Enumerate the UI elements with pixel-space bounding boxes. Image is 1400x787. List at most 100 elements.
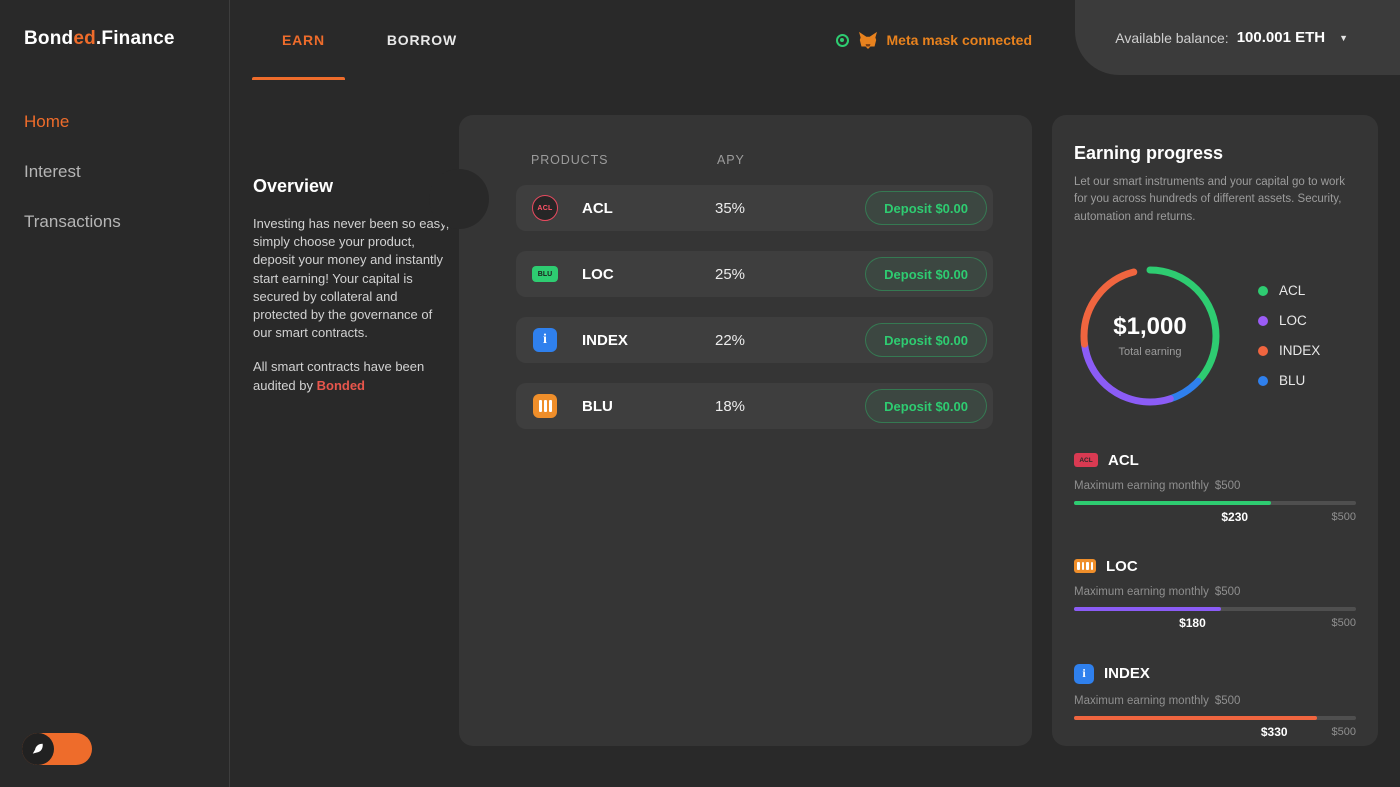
chat-launcher-button[interactable] bbox=[22, 733, 92, 765]
table-row-blu: BLU 18% Deposit $0.00 bbox=[516, 383, 993, 429]
balance-panel: Available balance: 100.001 ETH ▼ bbox=[1075, 0, 1400, 75]
tab-borrow[interactable]: BORROW bbox=[386, 32, 457, 48]
audit-note: All smart contracts have been audited by… bbox=[253, 358, 451, 394]
wallet-connection-status[interactable]: Meta mask connected bbox=[835, 0, 1033, 80]
table-row-loc: BLU LOC 25% Deposit $0.00 bbox=[516, 251, 993, 297]
progress-current-value: $230 bbox=[1221, 509, 1249, 524]
progress-item-loc: LOC Maximum earning monthly $500 $180 $5… bbox=[1074, 558, 1356, 635]
wallet-status-text: Meta mask connected bbox=[886, 32, 1033, 48]
progress-fill bbox=[1074, 715, 1317, 720]
progress-max-line: Maximum earning monthly $500 bbox=[1074, 695, 1356, 707]
max-earning-value: $500 bbox=[1214, 479, 1241, 492]
legend-label: ACL bbox=[1279, 283, 1306, 299]
legend-label: LOC bbox=[1279, 313, 1307, 329]
legend-dot-acl bbox=[1258, 285, 1268, 296]
products-table-header: PRODUCTS APY bbox=[459, 115, 1032, 167]
sidebar-item-home[interactable]: Home bbox=[24, 112, 70, 131]
legend-dot-loc bbox=[1258, 315, 1268, 326]
deposit-button-index[interactable]: Deposit $0.00 bbox=[865, 323, 987, 357]
acl-badge-icon: ACL bbox=[532, 195, 558, 221]
brand-accent: ed bbox=[73, 28, 96, 49]
legend-label: INDEX bbox=[1279, 343, 1321, 359]
topbar-tabs: EARN BORROW bbox=[282, 0, 457, 80]
progress-list: ACL ACL Maximum earning monthly $500 $23… bbox=[1074, 452, 1356, 744]
product-name: BLU bbox=[582, 397, 613, 415]
progress-current-value: $330 bbox=[1260, 724, 1288, 739]
donut-legend: ACL LOC INDEX BLU bbox=[1258, 283, 1320, 388]
max-earning-label: Maximum earning monthly bbox=[1074, 694, 1209, 707]
legend-item-loc: LOC bbox=[1258, 313, 1320, 328]
brand-prefix: Bond bbox=[24, 28, 74, 49]
progress-bar-index: $330 $500 bbox=[1074, 715, 1356, 744]
product-apy: 35% bbox=[715, 199, 746, 217]
donut-section: $1,000 Total earning ACL LOC INDEX BLU bbox=[1074, 260, 1356, 412]
sidebar-item-transactions[interactable]: Transactions bbox=[24, 212, 121, 231]
products-table: ACL ACL 35% Deposit $0.00 BLU LOC 25% De… bbox=[516, 185, 993, 429]
legend-item-index: INDEX bbox=[1258, 343, 1320, 358]
legend-label: BLU bbox=[1279, 373, 1306, 389]
sidebar-item-interest[interactable]: Interest bbox=[24, 162, 81, 181]
overview-section: Overview Investing has never been so eas… bbox=[253, 176, 451, 411]
overview-paragraph: Investing has never been so easy, simply… bbox=[253, 216, 450, 341]
progress-bar-loc: $180 $500 bbox=[1074, 606, 1356, 635]
earning-donut-chart: $1,000 Total earning bbox=[1074, 260, 1226, 412]
audit-note-brand: Bonded bbox=[316, 377, 365, 393]
audit-note-text: All smart contracts have been audited by bbox=[253, 359, 425, 393]
progress-current-value: $180 bbox=[1179, 615, 1206, 630]
blu-badge-icon: BLU bbox=[532, 266, 558, 282]
column-header-apy: APY bbox=[717, 153, 745, 167]
tab-earn[interactable]: EARN bbox=[282, 32, 325, 48]
progress-name: INDEX bbox=[1104, 665, 1150, 683]
progress-item-index: i INDEX Maximum earning monthly $500 $33… bbox=[1074, 663, 1356, 744]
progress-max-right: $500 bbox=[1331, 510, 1356, 523]
acl-badge-icon: ACL bbox=[1074, 453, 1098, 468]
progress-name: LOC bbox=[1106, 557, 1138, 575]
progress-max-right: $500 bbox=[1331, 616, 1356, 629]
bars-badge-icon bbox=[1074, 559, 1096, 574]
product-apy: 22% bbox=[715, 331, 746, 349]
topbar: EARN BORROW Meta mask connected Availabl… bbox=[230, 0, 1400, 80]
connection-status-dot bbox=[835, 33, 849, 47]
progress-max-right: $500 bbox=[1331, 725, 1356, 738]
balance-value: 100.001 ETH bbox=[1236, 29, 1326, 46]
products-card: PRODUCTS APY ACL ACL 35% Deposit $0.00 B… bbox=[429, 115, 1032, 746]
product-name: LOC bbox=[582, 265, 614, 283]
column-header-products: PRODUCTS bbox=[531, 153, 609, 167]
earning-subtitle: Let our smart instruments and your capit… bbox=[1074, 176, 1346, 223]
deposit-button-acl[interactable]: Deposit $0.00 bbox=[865, 191, 987, 225]
legend-dot-index bbox=[1258, 345, 1268, 356]
earning-title: Earning progress bbox=[1074, 143, 1224, 163]
progress-fill bbox=[1074, 500, 1272, 505]
main-area: EARN BORROW Meta mask connected Availabl… bbox=[230, 0, 1400, 787]
progress-item-acl: ACL ACL Maximum earning monthly $500 $23… bbox=[1074, 452, 1356, 529]
max-earning-value: $500 bbox=[1214, 585, 1241, 598]
progress-max-line: Maximum earning monthly $500 bbox=[1074, 586, 1356, 598]
active-tab-indicator bbox=[252, 77, 345, 80]
max-earning-label: Maximum earning monthly bbox=[1074, 585, 1209, 598]
product-name: ACL bbox=[582, 199, 613, 217]
product-name: INDEX bbox=[582, 331, 628, 349]
brand-logo: Bonded.Finance bbox=[24, 28, 205, 50]
total-earning-value: $1,000 bbox=[1113, 313, 1187, 341]
info-badge-icon: i bbox=[533, 328, 557, 352]
legend-dot-blu bbox=[1258, 375, 1268, 386]
max-earning-value: $500 bbox=[1214, 694, 1241, 707]
sidebar-nav: Home Interest Transactions bbox=[24, 112, 205, 232]
chevron-down-icon[interactable]: ▼ bbox=[1339, 32, 1348, 43]
balance-label: Available balance: bbox=[1115, 29, 1229, 46]
chat-icon bbox=[22, 733, 54, 765]
total-earning-label: Total earning bbox=[1118, 346, 1182, 359]
legend-item-acl: ACL bbox=[1258, 283, 1320, 298]
earning-progress-card: Earning progress Let our smart instrumen… bbox=[1052, 115, 1378, 746]
max-earning-label: Maximum earning monthly bbox=[1074, 479, 1209, 492]
info-badge-icon: i bbox=[1074, 663, 1094, 684]
progress-fill bbox=[1074, 606, 1221, 611]
sidebar: Bonded.Finance Home Interest Transaction… bbox=[0, 0, 230, 787]
progress-name: ACL bbox=[1108, 451, 1139, 469]
deposit-button-blu[interactable]: Deposit $0.00 bbox=[865, 389, 987, 423]
brand-suffix: .Finance bbox=[95, 28, 175, 49]
product-apy: 18% bbox=[715, 397, 746, 415]
progress-max-line: Maximum earning monthly $500 bbox=[1074, 480, 1356, 492]
deposit-button-loc[interactable]: Deposit $0.00 bbox=[865, 257, 987, 291]
